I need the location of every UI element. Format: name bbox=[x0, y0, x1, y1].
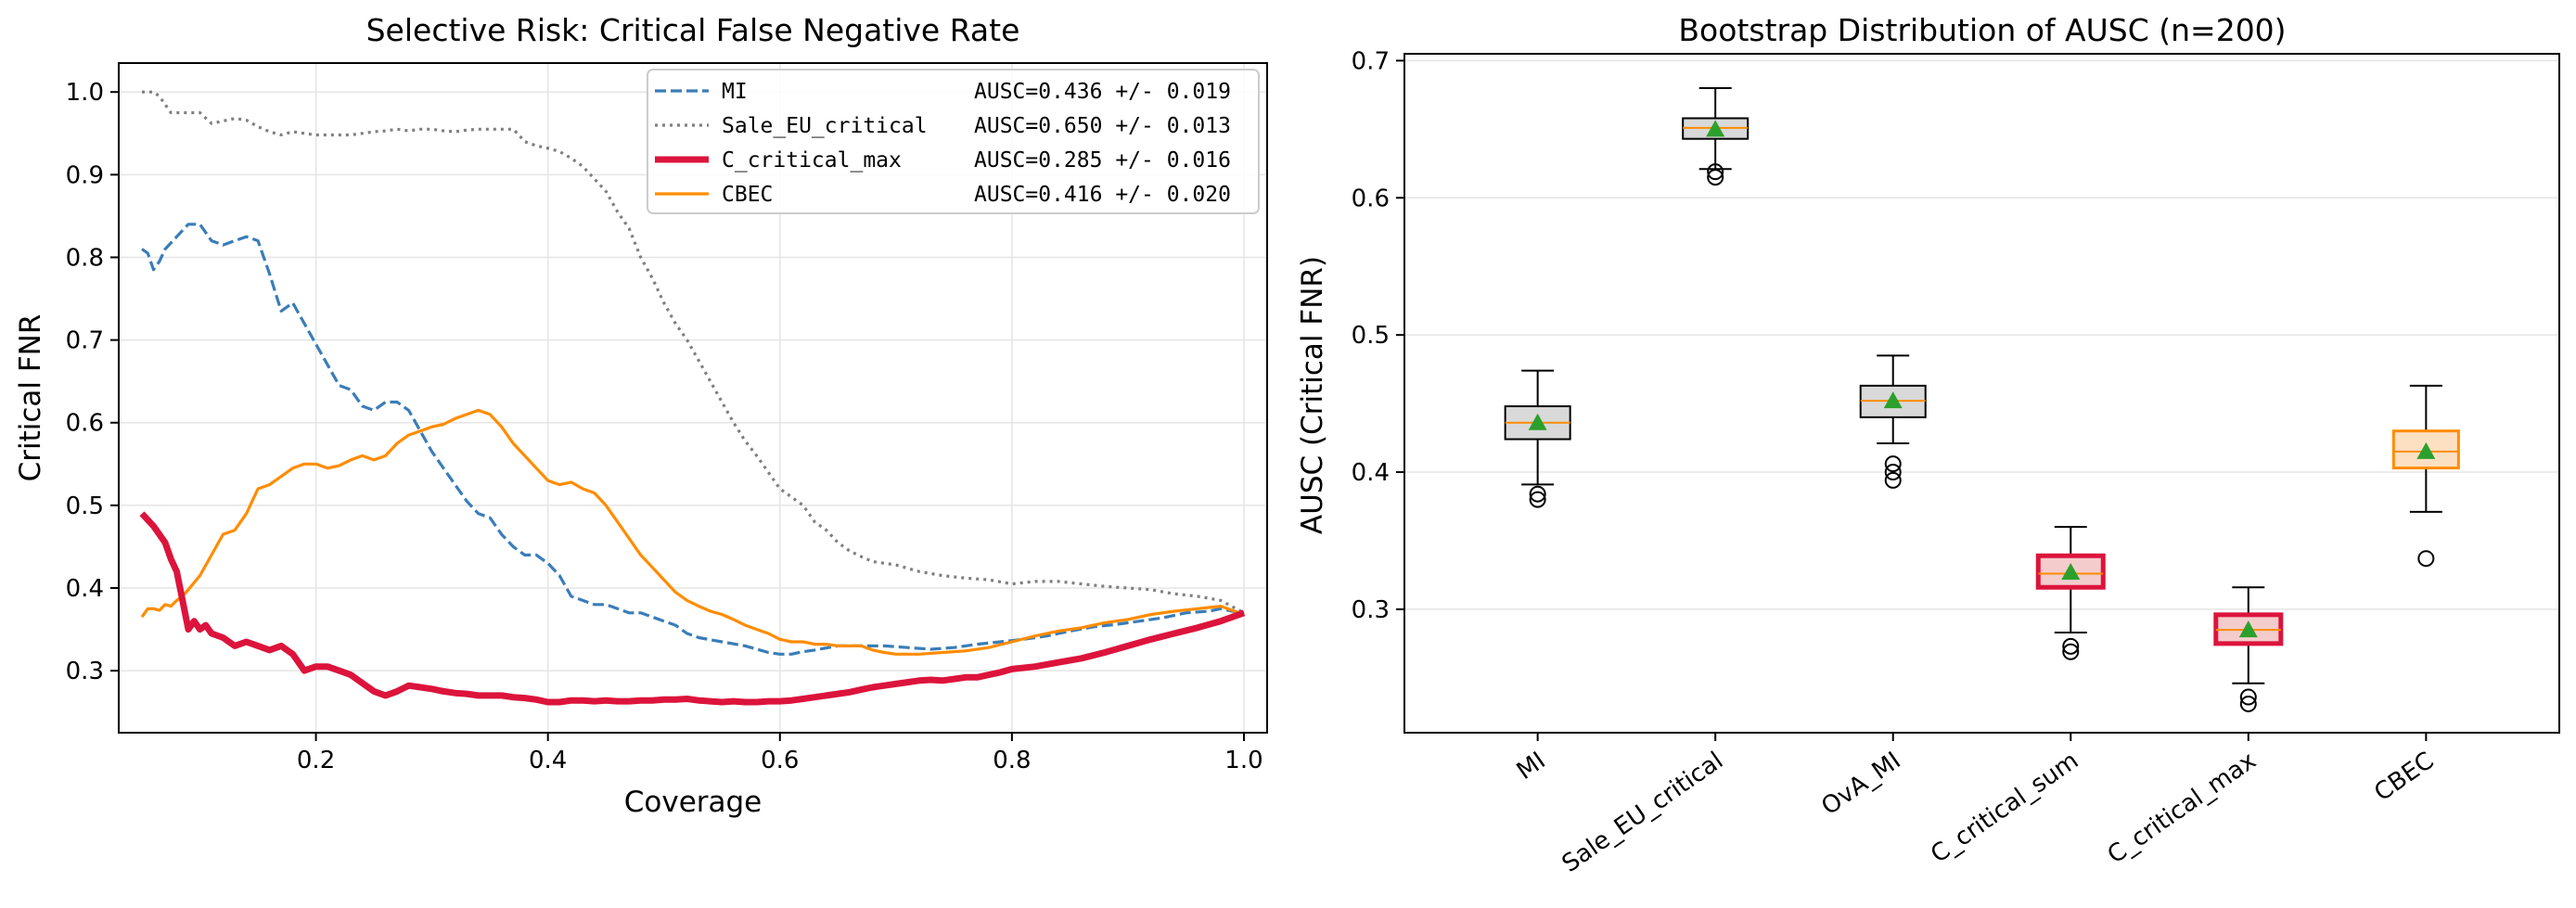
box-c-critical-sum bbox=[2035, 526, 2106, 660]
right-grid bbox=[1404, 59, 2559, 610]
box-sale-eu-critical bbox=[1682, 86, 1749, 186]
selective-risk-chart: Selective Risk: Critical False Negative … bbox=[14, 12, 1268, 819]
bootstrap-boxplot-chart: Bootstrap Distribution of AUSC (n=200) M… bbox=[1296, 12, 2560, 878]
mean-marker bbox=[2416, 441, 2436, 459]
left-y-ticks: 0.3 0.4 0.5 0.6 0.7 0.8 0.9 1.0 bbox=[66, 79, 119, 685]
legend-ausc: AUSC=0.436 +/- 0.019 bbox=[974, 80, 1231, 104]
legend-ausc: AUSC=0.285 +/- 0.016 bbox=[974, 148, 1231, 173]
flier-point bbox=[1884, 471, 1902, 489]
box-cbec bbox=[2391, 384, 2460, 568]
legend-box bbox=[647, 69, 1260, 214]
left-y-tick-label: 0.6 bbox=[66, 410, 104, 438]
legend-label: MI bbox=[722, 80, 748, 104]
flier-point bbox=[2062, 643, 2080, 660]
legend-label: C_critical_max bbox=[722, 148, 902, 173]
right-y-ticks: 0.3 0.4 0.5 0.6 0.7 bbox=[1352, 47, 1404, 624]
flier-point bbox=[1707, 163, 1724, 181]
right-x-ticks: MI Sale_EU_critical OvA_MI C_critical_sum C_… bbox=[1512, 733, 2439, 878]
legend-ausc: AUSC=0.416 +/- 0.020 bbox=[974, 183, 1231, 207]
left-x-tick-label: 0.2 bbox=[297, 747, 335, 774]
mean-marker bbox=[2238, 620, 2258, 638]
right-x-tick-label: C_critical_sum bbox=[1926, 747, 2083, 869]
right-y-tick-label: 0.7 bbox=[1352, 47, 1390, 75]
right-y-tick-label: 0.5 bbox=[1352, 322, 1390, 350]
right-chart-title: Bootstrap Distribution of AUSC (n=200) bbox=[1678, 12, 2286, 48]
series-line-cbec bbox=[140, 408, 1245, 656]
legend-label: CBEC bbox=[722, 183, 773, 207]
box-c-critical-max bbox=[2213, 586, 2284, 712]
series-line-c-critical-max bbox=[139, 511, 1246, 706]
flier-point bbox=[2239, 695, 2257, 712]
mean-marker bbox=[1528, 413, 1547, 430]
flier-point bbox=[1707, 169, 1724, 186]
series-line-mi bbox=[141, 223, 1245, 656]
right-x-tick-label: MI bbox=[1512, 747, 1551, 786]
left-y-axis-label: Critical FNR bbox=[14, 314, 47, 482]
left-y-tick-label: 0.9 bbox=[66, 161, 104, 189]
legend-ausc: AUSC=0.650 +/- 0.013 bbox=[974, 114, 1231, 138]
left-series-lines bbox=[139, 90, 1246, 706]
flier-point bbox=[1884, 464, 1902, 481]
left-x-tick-label: 0.4 bbox=[529, 747, 567, 774]
left-x-ticks: 0.2 0.4 0.6 0.8 1.0 bbox=[297, 733, 1263, 774]
right-y-tick-label: 0.3 bbox=[1352, 596, 1390, 624]
left-chart-title: Selective Risk: Critical False Negative … bbox=[366, 12, 1020, 48]
right-y-tick-label: 0.6 bbox=[1352, 185, 1390, 212]
right-x-tick-label: Sale_EU_critical bbox=[1557, 747, 1728, 878]
right-y-axis-label: AUSC (Critical FNR) bbox=[1296, 256, 1329, 534]
right-y-tick-label: 0.4 bbox=[1352, 459, 1390, 487]
left-y-tick-label: 0.7 bbox=[66, 327, 104, 355]
flier-point bbox=[2417, 550, 2435, 568]
left-y-tick-label: 0.8 bbox=[66, 244, 104, 272]
flier-point bbox=[1529, 485, 1546, 503]
flier-point bbox=[1884, 455, 1902, 473]
mean-marker bbox=[1883, 391, 1903, 409]
right-x-tick-label: C_critical_max bbox=[2103, 747, 2262, 869]
box-ova-mi bbox=[1859, 354, 1927, 489]
mean-marker bbox=[2061, 562, 2081, 580]
left-y-tick-label: 1.0 bbox=[66, 79, 104, 107]
legend: MI AUSC=0.436 +/- 0.019 Sale_EU_critical AU… bbox=[647, 69, 1260, 214]
left-plot-frame bbox=[118, 62, 1268, 734]
right-x-tick-label: OvA_MI bbox=[1816, 747, 1905, 821]
legend-label: Sale_EU_critical bbox=[722, 114, 928, 138]
left-y-tick-label: 0.4 bbox=[66, 575, 104, 603]
flier-point bbox=[2239, 688, 2257, 706]
flier-point bbox=[2062, 637, 2080, 655]
left-y-tick-label: 0.3 bbox=[66, 658, 104, 685]
right-boxes bbox=[1504, 86, 2460, 712]
left-x-axis-label: Coverage bbox=[624, 786, 763, 819]
left-x-tick-label: 0.6 bbox=[761, 747, 799, 774]
right-plot-frame bbox=[1403, 53, 2560, 734]
mean-marker bbox=[1706, 120, 1725, 137]
left-x-tick-label: 1.0 bbox=[1224, 747, 1262, 774]
right-x-tick-label: CBEC bbox=[2369, 747, 2439, 807]
left-x-tick-label: 0.8 bbox=[993, 747, 1031, 774]
flier-point bbox=[1529, 491, 1546, 508]
left-y-tick-label: 0.5 bbox=[66, 492, 104, 520]
box-mi bbox=[1504, 369, 1571, 508]
